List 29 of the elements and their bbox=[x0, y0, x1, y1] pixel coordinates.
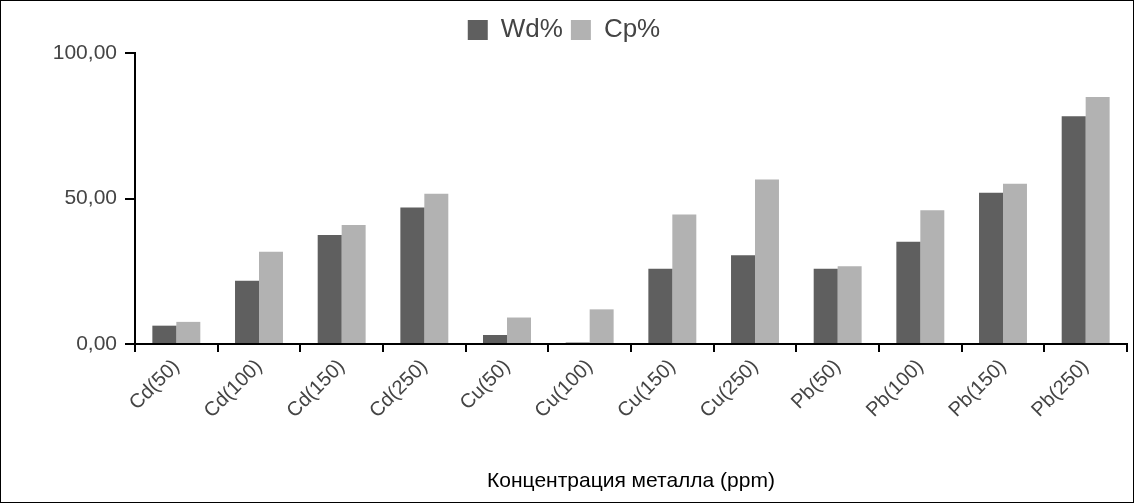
legend-label: Wd% bbox=[500, 13, 563, 44]
bar bbox=[648, 268, 673, 343]
y-tick-label: 0,00 bbox=[76, 330, 117, 354]
bar bbox=[672, 214, 697, 343]
bar bbox=[176, 321, 201, 343]
x-axis-title: Концентрация металла (ppm) bbox=[487, 468, 775, 492]
bar bbox=[483, 334, 507, 343]
bar bbox=[259, 251, 283, 343]
bar bbox=[507, 317, 531, 343]
bar bbox=[589, 309, 614, 343]
bar bbox=[920, 210, 945, 343]
bar bbox=[837, 266, 862, 343]
bar bbox=[813, 268, 838, 343]
bar bbox=[152, 325, 177, 343]
legend-label: Cp% bbox=[603, 13, 661, 44]
bar bbox=[1061, 116, 1086, 343]
bar bbox=[979, 192, 1003, 343]
bar bbox=[1085, 96, 1110, 343]
bar bbox=[896, 241, 921, 343]
bar bbox=[235, 280, 259, 343]
bar bbox=[731, 255, 755, 343]
bar bbox=[1003, 183, 1027, 343]
bar bbox=[400, 207, 425, 343]
bar bbox=[755, 179, 779, 343]
bar bbox=[317, 234, 342, 343]
bar bbox=[341, 224, 366, 343]
bar bbox=[424, 193, 449, 343]
y-tick-label: 50,00 bbox=[64, 185, 117, 209]
y-tick-label: 100,00 bbox=[52, 39, 117, 63]
